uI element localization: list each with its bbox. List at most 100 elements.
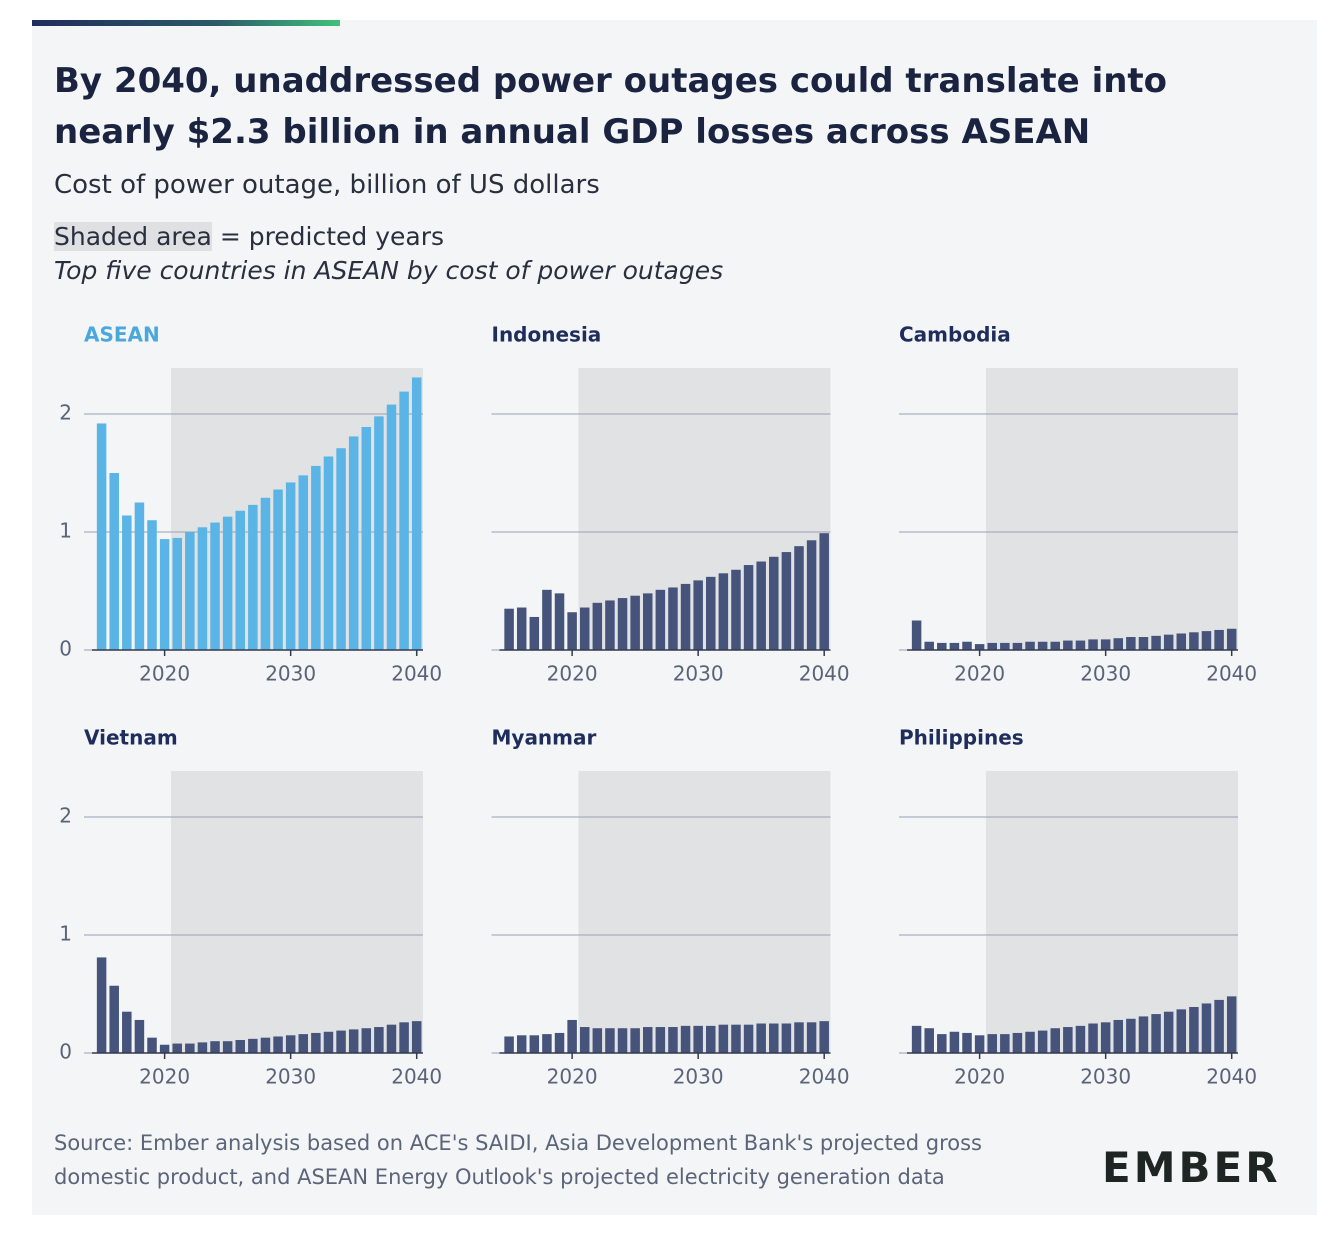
bar (1063, 1027, 1073, 1053)
bar (974, 644, 985, 650)
bar (1100, 1022, 1111, 1053)
bar (185, 1043, 195, 1053)
bar (273, 489, 283, 650)
bar (1201, 1003, 1212, 1053)
bar (1126, 1018, 1136, 1053)
x-tick-label: 2020 (139, 662, 190, 686)
bar (937, 1034, 947, 1053)
bar (1214, 999, 1224, 1053)
bar (260, 497, 271, 650)
bar (680, 1025, 691, 1053)
bar (210, 522, 220, 650)
bar (1113, 1019, 1124, 1053)
bar (1113, 638, 1124, 650)
bar (1176, 1009, 1187, 1053)
bar (222, 1041, 233, 1053)
bar (731, 569, 741, 650)
predicted-shade (578, 368, 831, 650)
bar (109, 473, 119, 650)
predicted-shade (578, 771, 831, 1053)
bar (1189, 1006, 1199, 1053)
bar (642, 1027, 653, 1053)
predicted-shade (985, 771, 1238, 1053)
bar (987, 642, 997, 650)
bar (949, 642, 960, 650)
bar (542, 589, 552, 650)
bar (579, 607, 590, 650)
bar (529, 616, 540, 650)
x-tick-label: 2020 (954, 1065, 1005, 1089)
x-tick-label: 2020 (547, 1065, 598, 1089)
bar (285, 482, 296, 650)
bar (806, 1022, 817, 1053)
bar (248, 504, 258, 650)
bar (794, 1022, 804, 1053)
bar (1176, 633, 1187, 650)
x-tick-label: 2030 (1080, 662, 1131, 686)
bar (1088, 1023, 1098, 1053)
bar (924, 641, 934, 650)
y-tick-label: 0 (59, 1040, 72, 1064)
bar (1214, 629, 1224, 650)
bar (298, 475, 309, 650)
bar (731, 1024, 741, 1053)
x-tick-label: 2020 (954, 662, 1005, 686)
bar (693, 1025, 703, 1053)
note: Top five countries in ASEAN by cost of p… (54, 256, 724, 285)
bar (159, 539, 170, 650)
bar (197, 527, 208, 650)
legend-shaded: Shaded area (54, 222, 212, 251)
bar (122, 515, 132, 650)
y-tick-label: 2 (59, 401, 72, 425)
y-tick-label: 2 (59, 804, 72, 828)
bar (617, 598, 628, 650)
x-tick-label: 2040 (391, 1065, 442, 1089)
bar (399, 391, 409, 650)
predicted-shade (985, 368, 1238, 650)
legend: Shaded area = predicted years (54, 222, 444, 251)
bar (655, 1027, 666, 1053)
bar (756, 1023, 766, 1053)
bar (185, 532, 195, 650)
bar (924, 1028, 934, 1053)
bar (348, 1029, 359, 1053)
bar (1075, 1025, 1086, 1053)
y-tick-label: 0 (59, 637, 72, 661)
bar (109, 985, 119, 1053)
bar (630, 595, 640, 650)
subtitle: Cost of power outage, billion of US doll… (54, 170, 600, 200)
panel-title: Cambodia (899, 323, 1011, 347)
title: By 2040, unaddressed power outages could… (54, 61, 1168, 152)
bar (1226, 996, 1237, 1053)
bar (386, 404, 397, 650)
bar (1050, 641, 1060, 650)
bar (1189, 632, 1199, 650)
x-tick-label: 2020 (547, 662, 598, 686)
panel-title: Vietnam (84, 726, 178, 750)
bar (974, 1035, 985, 1053)
bar (756, 561, 766, 650)
bar (1025, 641, 1035, 650)
x-tick-label: 2030 (1080, 1065, 1131, 1089)
bar (1050, 1028, 1060, 1053)
bar (806, 540, 817, 650)
bar (516, 1035, 527, 1053)
bar (1163, 634, 1174, 650)
bar (718, 573, 729, 650)
bar (781, 552, 792, 650)
bar (1037, 1030, 1048, 1053)
bar (1201, 631, 1212, 650)
bar (617, 1028, 628, 1053)
bar (743, 565, 754, 650)
bar (1151, 1014, 1161, 1053)
top-accent (32, 20, 340, 26)
bar (1025, 1031, 1035, 1053)
bar (260, 1037, 271, 1053)
bar (172, 1043, 182, 1053)
bar (374, 416, 384, 650)
bar (962, 1032, 972, 1053)
bar (1138, 637, 1149, 650)
x-tick-label: 2040 (799, 1065, 850, 1089)
bar (96, 423, 107, 650)
